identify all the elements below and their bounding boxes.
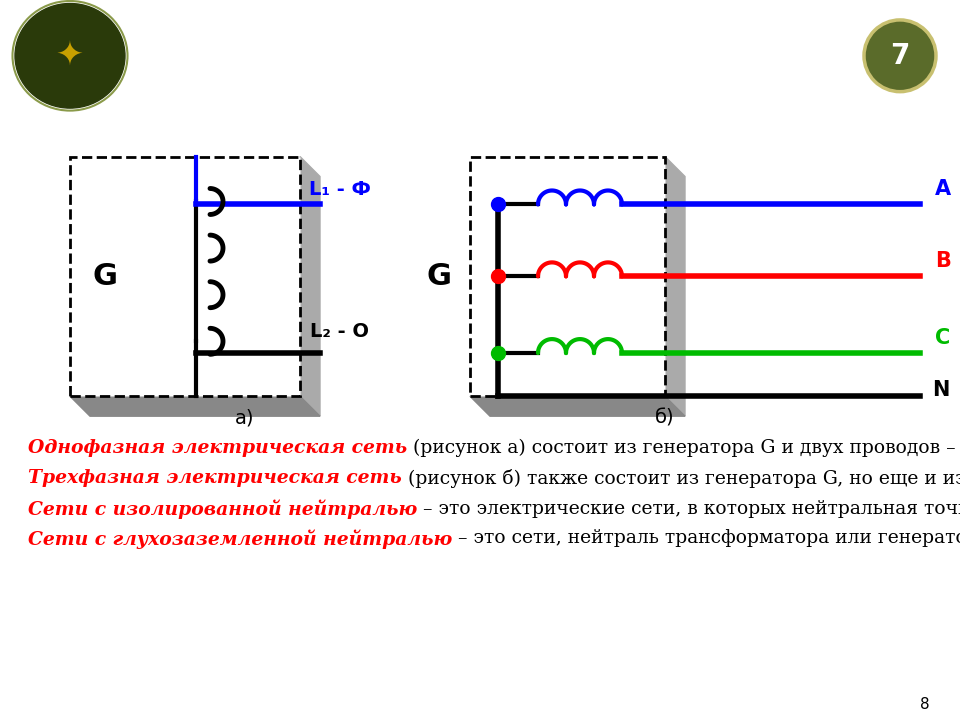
Polygon shape (70, 396, 320, 416)
Text: (рисунок б) также состоит из генератора G, но еще и из четырех проводов – трёх ф: (рисунок б) также состоит из генератора … (401, 469, 960, 488)
Bar (470, 156, 665, 396)
Text: (рисунок а) состоит из генератора G и двух проводов – фазного L₁ и нулевого L₂ и: (рисунок а) состоит из генератора G и дв… (407, 439, 960, 457)
Text: N: N (932, 380, 949, 400)
Text: G: G (427, 262, 452, 291)
Text: Трехфазная электрическая сеть: Трехфазная электрическая сеть (28, 469, 401, 487)
Text: L₁ - Ф: L₁ - Ф (309, 181, 371, 199)
Text: L₂ - О: L₂ - О (310, 322, 370, 341)
Text: – это сети, нейтраль трансформатора или генератора которых присоединяется к зазе: – это сети, нейтраль трансформатора или … (452, 529, 960, 547)
Text: 7: 7 (890, 42, 910, 70)
Polygon shape (300, 156, 320, 416)
Polygon shape (470, 396, 685, 416)
Text: Анализ опасности электрических сетей узлов: Анализ опасности электрических сетей узл… (202, 43, 758, 64)
Text: а): а) (235, 409, 254, 428)
Text: б): б) (655, 409, 675, 428)
Polygon shape (665, 156, 685, 416)
Text: Вопрос № 1: Вопрос № 1 (410, 14, 550, 34)
Text: Сети с глухозаземленной нейтралью: Сети с глухозаземленной нейтралью (28, 529, 452, 549)
Text: G: G (92, 262, 117, 291)
Text: B: B (935, 251, 950, 271)
Bar (70, 156, 300, 396)
Text: A: A (935, 179, 951, 199)
Text: – это электрические сети, в которых нейтральная точка источника (трансформатора : – это электрические сети, в которых нейт… (418, 499, 960, 518)
Text: C: C (935, 328, 950, 348)
Text: Однофазная электрическая сеть: Однофазная электрическая сеть (28, 439, 407, 457)
Ellipse shape (864, 20, 936, 91)
Text: ✦: ✦ (56, 40, 84, 72)
Text: связи: связи (447, 73, 513, 94)
Ellipse shape (15, 4, 125, 108)
Text: 8: 8 (921, 697, 930, 712)
Text: Сети с изолированной нейтралью: Сети с изолированной нейтралью (28, 499, 418, 518)
